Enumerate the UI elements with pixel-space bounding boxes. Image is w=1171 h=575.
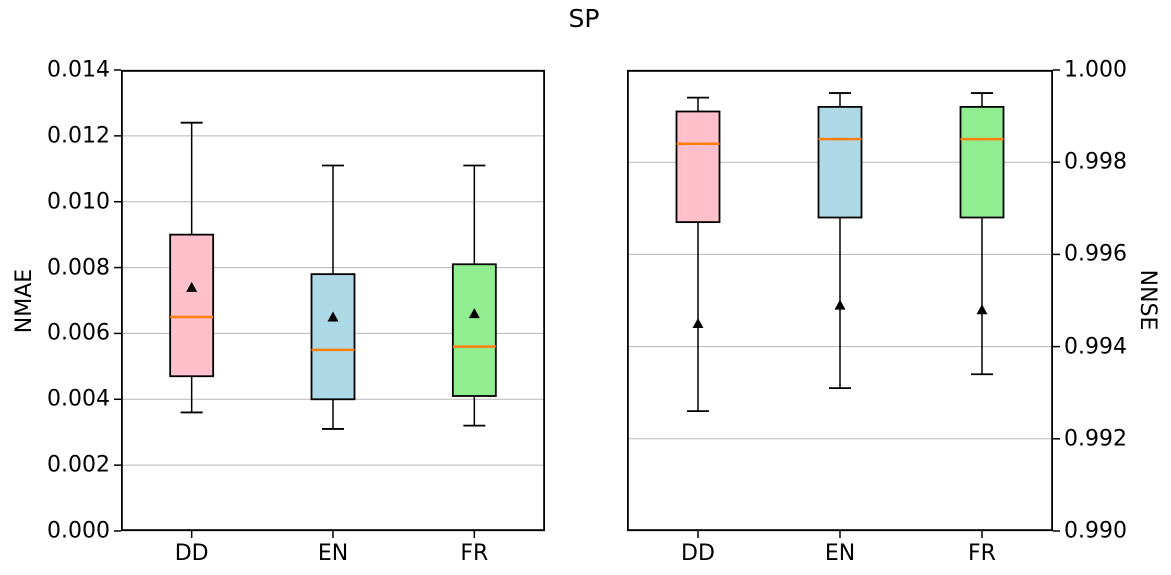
- y-tick-label: 0.004: [47, 386, 110, 412]
- y-tick-label: 1.000: [1064, 57, 1127, 83]
- subplot-nmae: [114, 69, 546, 538]
- x-tick-label-EN: EN: [824, 541, 856, 566]
- y-tick-label: 0.000: [47, 518, 110, 544]
- y-tick-label: 0.990: [1064, 518, 1127, 544]
- box-DD: [675, 110, 721, 224]
- box-EN: [310, 273, 356, 401]
- y-tick-label: 0.998: [1064, 149, 1127, 175]
- x-tick-label-DD: DD: [174, 541, 209, 566]
- y-tick-label: 0.010: [47, 189, 110, 215]
- y-tick-label: 0.006: [47, 320, 110, 346]
- mean-marker-EN: [834, 299, 846, 310]
- x-tick-label-FR: FR: [968, 541, 996, 566]
- subplot-nnse: [626, 69, 1060, 538]
- y-tick-label: 0.994: [1064, 333, 1127, 359]
- box-EN: [817, 105, 863, 219]
- y-tick-label: 0.008: [47, 254, 110, 280]
- nmae-canvas: [114, 69, 546, 538]
- x-tick-label-EN: EN: [317, 541, 349, 566]
- left-y-axis-label: NMAE: [12, 268, 37, 334]
- y-tick-label: 0.996: [1064, 241, 1127, 267]
- mean-marker-FR: [976, 304, 988, 315]
- mean-marker-FR: [468, 308, 480, 319]
- box-DD: [169, 233, 215, 378]
- mean-marker-DD: [692, 318, 704, 329]
- mean-marker-EN: [327, 311, 339, 322]
- y-tick-label: 0.012: [47, 123, 110, 149]
- x-tick-label-DD: DD: [681, 541, 715, 566]
- right-y-axis-label: NNSE: [1135, 269, 1160, 331]
- box-FR: [959, 105, 1005, 219]
- nnse-canvas: [626, 69, 1060, 538]
- y-tick-label: 0.002: [47, 452, 110, 478]
- box-FR: [451, 263, 497, 397]
- figure-title: SP: [568, 4, 600, 33]
- axes-spine: [626, 69, 1054, 532]
- axes-spine: [120, 69, 546, 532]
- y-tick-label: 0.014: [47, 57, 110, 83]
- mean-marker-DD: [186, 281, 198, 292]
- y-tick-label: 0.992: [1064, 426, 1127, 452]
- x-tick-label-FR: FR: [460, 541, 489, 566]
